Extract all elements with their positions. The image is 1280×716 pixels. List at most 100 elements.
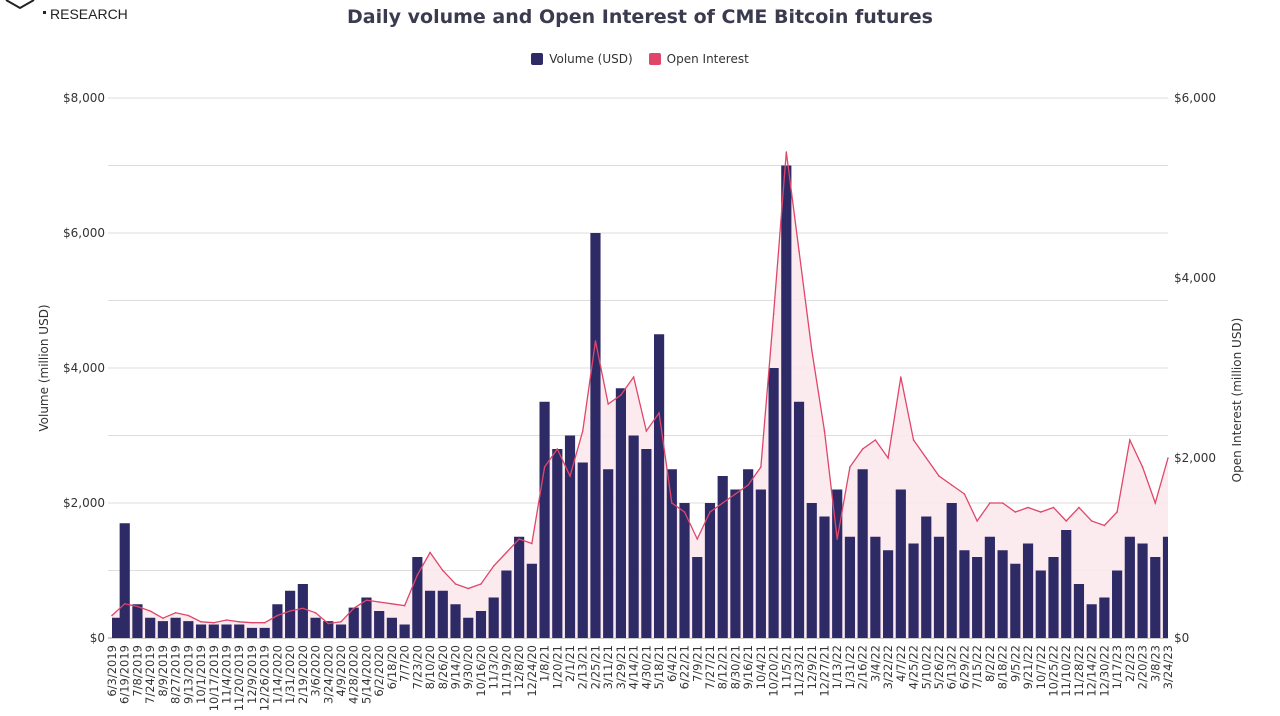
open-interest-point bbox=[721, 502, 724, 504]
x-tick-label: 1/31/22 bbox=[843, 645, 857, 689]
open-interest-point bbox=[1141, 466, 1144, 468]
legend-item-open-interest[interactable]: Open Interest bbox=[648, 52, 749, 66]
open-interest-point bbox=[620, 394, 622, 396]
x-tick-label: 11/19/20 bbox=[499, 645, 513, 697]
x-tick-label: 3/4/22 bbox=[868, 645, 882, 682]
open-interest-point bbox=[989, 502, 991, 504]
x-tick-label: 9/5/22 bbox=[1008, 645, 1022, 682]
open-interest-point bbox=[836, 538, 839, 540]
volume-bar bbox=[412, 557, 423, 638]
volume-bar bbox=[234, 624, 245, 638]
x-tick-label: 9/30/20 bbox=[461, 645, 475, 689]
x-tick-label: 3/24/23 bbox=[1161, 645, 1175, 689]
volume-bar bbox=[132, 604, 143, 638]
x-tick-label: 3/29/21 bbox=[614, 645, 628, 689]
legend-item-volume[interactable]: Volume (USD) bbox=[531, 52, 633, 66]
open-interest-point bbox=[187, 614, 190, 617]
volume-bar bbox=[793, 401, 805, 638]
volume-bar bbox=[526, 563, 537, 638]
open-interest-point bbox=[950, 484, 953, 486]
open-interest-point bbox=[938, 475, 940, 477]
volume-bar bbox=[755, 489, 766, 638]
x-tick-label: 3/22/22 bbox=[881, 645, 895, 689]
volume-bar bbox=[246, 627, 258, 638]
open-interest-line-path bbox=[111, 151, 1169, 625]
volume-bar bbox=[984, 536, 995, 638]
volume-bar bbox=[946, 503, 957, 638]
volume-bar bbox=[424, 590, 436, 638]
volume-bar bbox=[221, 624, 232, 638]
x-tick-label: 4/30/21 bbox=[639, 645, 653, 689]
x-tick-label: 12/9/21 bbox=[805, 645, 819, 689]
x-tick-label: 7/8/2019 bbox=[130, 645, 144, 697]
open-interest-area bbox=[112, 152, 1168, 638]
volume-bar bbox=[844, 536, 856, 638]
open-interest-point bbox=[874, 439, 877, 441]
open-interest-point bbox=[136, 605, 139, 608]
volume-bar bbox=[933, 536, 945, 638]
open-interest-point bbox=[149, 610, 151, 612]
x-tick-label: 2/20/23 bbox=[1136, 645, 1150, 689]
open-interest-point bbox=[518, 538, 520, 540]
x-tick-label: 8/26/20 bbox=[436, 645, 450, 689]
open-interest-point bbox=[327, 622, 330, 625]
open-interest-point bbox=[1129, 439, 1131, 441]
volume-bar bbox=[208, 624, 219, 638]
volume-bar bbox=[921, 516, 932, 638]
x-tick-label: 2/25/21 bbox=[588, 645, 602, 689]
volume-bar bbox=[743, 469, 754, 638]
x-tick-label: 5/14/2020 bbox=[359, 645, 373, 704]
open-interest-point bbox=[849, 466, 851, 468]
open-interest-point bbox=[671, 502, 673, 504]
open-interest-point bbox=[798, 250, 800, 252]
volume-bar bbox=[157, 621, 168, 638]
open-interest-point bbox=[289, 610, 291, 612]
volume-bar bbox=[1035, 570, 1046, 638]
open-interest-point bbox=[429, 551, 431, 554]
x-tick-label: 7/24/2019 bbox=[143, 645, 157, 704]
x-tick-label: 3/24/2020 bbox=[321, 645, 335, 704]
open-interest-point bbox=[976, 520, 978, 522]
open-interest-point bbox=[1154, 502, 1157, 504]
x-tick-label: 12/8/20 bbox=[512, 645, 526, 689]
open-interest-point bbox=[174, 612, 177, 614]
open-interest-point bbox=[276, 614, 279, 617]
volume-bar bbox=[679, 503, 690, 638]
open-interest-point bbox=[645, 430, 648, 432]
volume-bar bbox=[959, 550, 970, 638]
open-interest-point bbox=[810, 349, 813, 351]
x-tick-label: 4/7/22 bbox=[894, 645, 908, 682]
x-tick-label: 10/1/2019 bbox=[194, 645, 208, 704]
open-interest-point bbox=[696, 538, 699, 540]
x-tick-label: 4/25/22 bbox=[907, 645, 921, 689]
volume-bar bbox=[653, 334, 665, 638]
x-tick-label: 3/11/21 bbox=[601, 645, 615, 689]
open-interest-area-fill bbox=[112, 152, 1168, 638]
x-tick-label: 8/12/21 bbox=[716, 645, 730, 689]
open-interest-point bbox=[747, 484, 749, 486]
volume-bar bbox=[577, 462, 588, 638]
legend-swatch-volume bbox=[531, 53, 544, 65]
open-interest-point bbox=[632, 376, 635, 378]
open-interest-point bbox=[391, 603, 393, 605]
volume-bar bbox=[552, 449, 563, 638]
x-tick-label: 5/18/21 bbox=[652, 645, 666, 689]
open-interest-point bbox=[378, 601, 380, 603]
volume-bar bbox=[119, 523, 130, 638]
chart-title: Daily volume and Open Interest of CME Bi… bbox=[347, 6, 933, 28]
x-tick-label: 6/18/20 bbox=[385, 645, 399, 689]
open-interest-point bbox=[263, 621, 266, 624]
open-interest-point bbox=[212, 621, 215, 624]
volume-bar bbox=[374, 611, 385, 638]
right-tick-label: $6,000 bbox=[1174, 91, 1216, 105]
volume-bar bbox=[297, 584, 308, 638]
volume-bar bbox=[628, 435, 639, 638]
x-tick-label: 4/28/2020 bbox=[347, 645, 361, 704]
open-interest-point bbox=[1065, 520, 1068, 522]
open-interest-point bbox=[123, 603, 126, 605]
volume-bar bbox=[883, 550, 894, 638]
x-tick-label: 2/19/2020 bbox=[296, 645, 310, 704]
x-tick-label: 10/17/2019 bbox=[207, 645, 221, 711]
volume-bar bbox=[730, 489, 741, 638]
x-tick-label: 9/14/20 bbox=[449, 645, 463, 689]
